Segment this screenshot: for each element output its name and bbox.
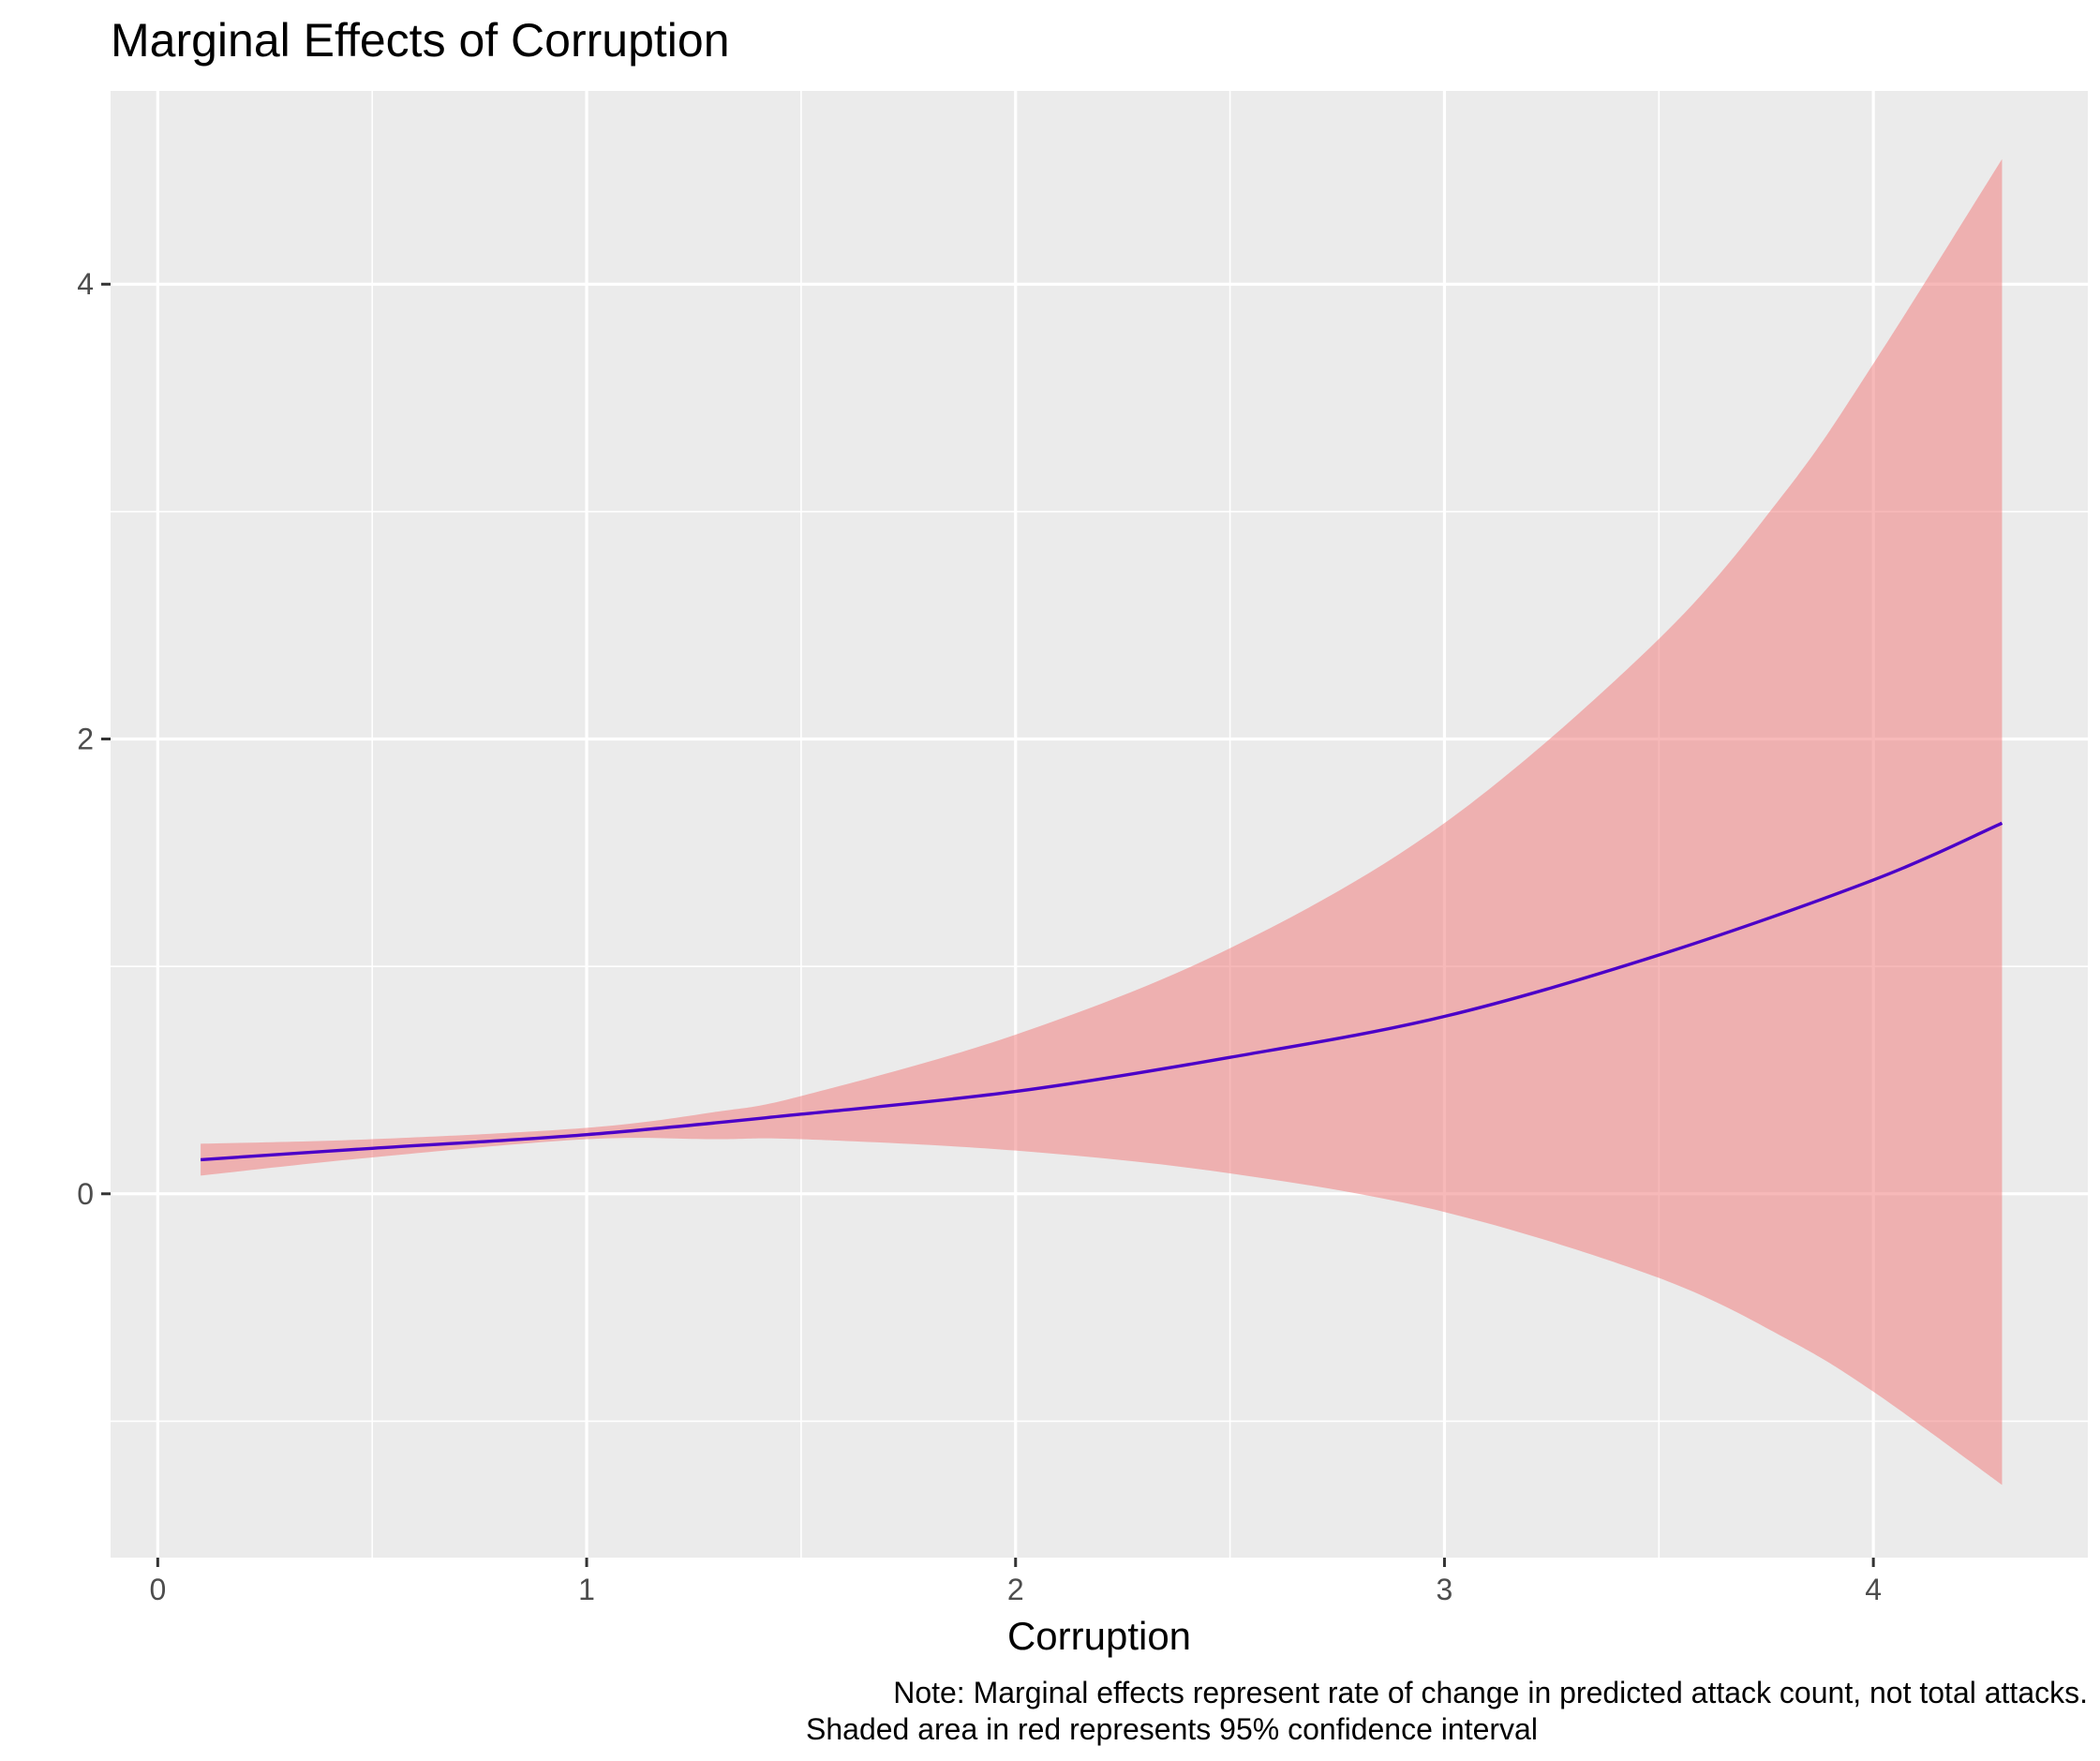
marginal-effect-line xyxy=(201,821,2003,1162)
x-tick-label-4: 4 xyxy=(1865,1573,1882,1606)
confidence-ribbon-layer xyxy=(201,158,2003,1485)
caption-note-line-2: Shaded area in red represents 95% confid… xyxy=(806,1712,1538,1746)
caption-note-line-1: Note: Marginal effects represent rate of… xyxy=(893,1676,2088,1709)
x-axis-title: Corruption xyxy=(1007,1614,1191,1658)
x-tick-label-0: 0 xyxy=(149,1573,166,1606)
y-axis: 0 2 4 xyxy=(77,267,111,1211)
chart-title: Marginal Effects of Corruption xyxy=(111,14,730,67)
y-tick-label-1: 2 xyxy=(77,723,94,756)
x-tick-label-2: 2 xyxy=(1007,1573,1024,1606)
x-axis: 0 1 2 3 4 xyxy=(149,1558,1882,1606)
confidence-interval-ribbon xyxy=(201,158,2003,1485)
y-tick-label-0: 0 xyxy=(77,1177,94,1211)
x-tick-label-3: 3 xyxy=(1437,1573,1453,1606)
y-tick-label-2: 4 xyxy=(77,267,94,301)
marginal-effect-line-layer xyxy=(201,821,2003,1162)
x-tick-label-1: 1 xyxy=(578,1573,595,1606)
